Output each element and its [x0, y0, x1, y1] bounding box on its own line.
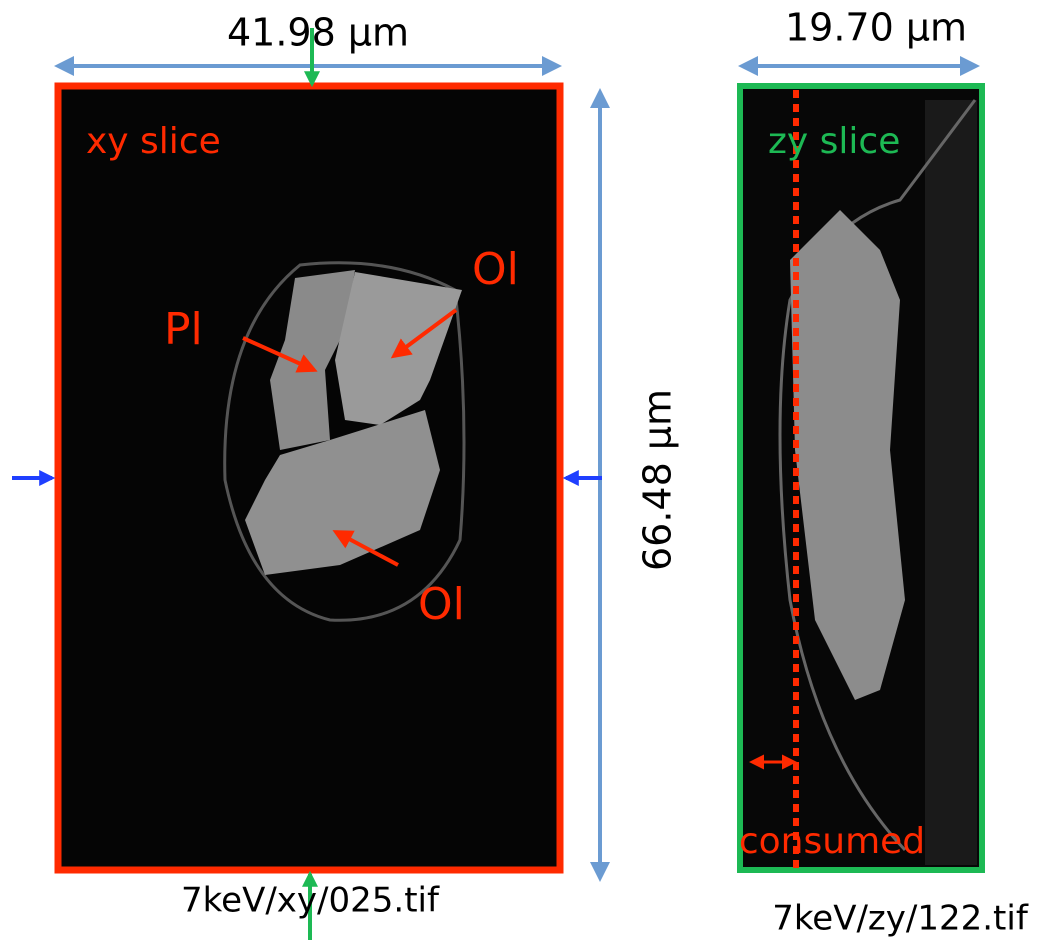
mineral-label: Ol	[472, 244, 519, 295]
height-label: 66.48 µm	[636, 389, 680, 571]
mineral-label: Ol	[418, 579, 465, 630]
slice-label: xy slice	[86, 121, 221, 162]
width-label: 41.98 µm	[227, 11, 409, 55]
width-label: 19.70 µm	[785, 6, 967, 50]
xy-slice-image	[54, 82, 564, 874]
caption: 7keV/zy/122.tif	[772, 899, 1029, 939]
annotation: consumed	[739, 821, 925, 862]
mineral-label: Pl	[164, 304, 203, 355]
zy-slice-image	[737, 83, 985, 873]
slice-label: zy slice	[768, 121, 900, 162]
pointers	[242, 308, 458, 567]
caption: 7keV/xy/025.tif	[181, 881, 440, 921]
